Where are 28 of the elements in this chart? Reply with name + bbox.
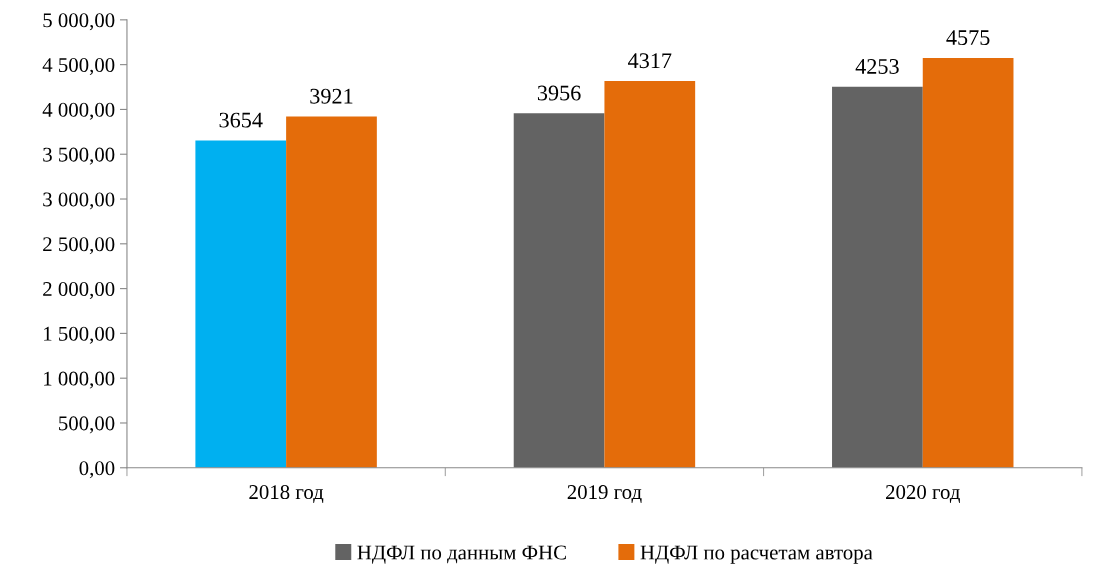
y-tick-label: 2 000,00: [43, 281, 115, 300]
legend-label: НДФЛ по расчетам автора: [640, 545, 873, 564]
legend-label: НДФЛ по данным ФНС: [357, 545, 566, 564]
x-tick-label: 2018 год: [249, 485, 324, 503]
data-label: 3956: [537, 85, 581, 101]
y-tick-label: 500,00: [59, 416, 115, 434]
bar: [286, 116, 377, 468]
y-tick-label: 5 000,00: [43, 13, 115, 31]
y-tick-label: 4 000,00: [42, 102, 115, 120]
y-tick-label: 1 000,00: [44, 371, 115, 389]
data-label: 4253: [855, 58, 899, 74]
bar: [513, 113, 605, 468]
bar: [922, 57, 1014, 468]
bar: [832, 86, 923, 468]
x-tick-label: 2019 год: [567, 485, 642, 503]
y-tick-label: 4 500,00: [42, 58, 115, 76]
data-label: 4317: [628, 53, 672, 69]
y-tick-label: 0,00: [79, 461, 115, 479]
data-label: 3921: [310, 88, 353, 104]
y-tick-label: 1 500,00: [44, 326, 115, 344]
data-label: 4575: [946, 30, 990, 46]
y-tick-label: 3 000,00: [43, 192, 115, 210]
x-tick-label: 2020 год: [886, 485, 960, 503]
y-tick-label: 2 500,00: [43, 237, 115, 255]
bar: [604, 81, 696, 468]
data-label: 3654: [219, 112, 263, 128]
y-tick-label: 3 500,00: [43, 147, 115, 165]
bar: [195, 140, 287, 468]
